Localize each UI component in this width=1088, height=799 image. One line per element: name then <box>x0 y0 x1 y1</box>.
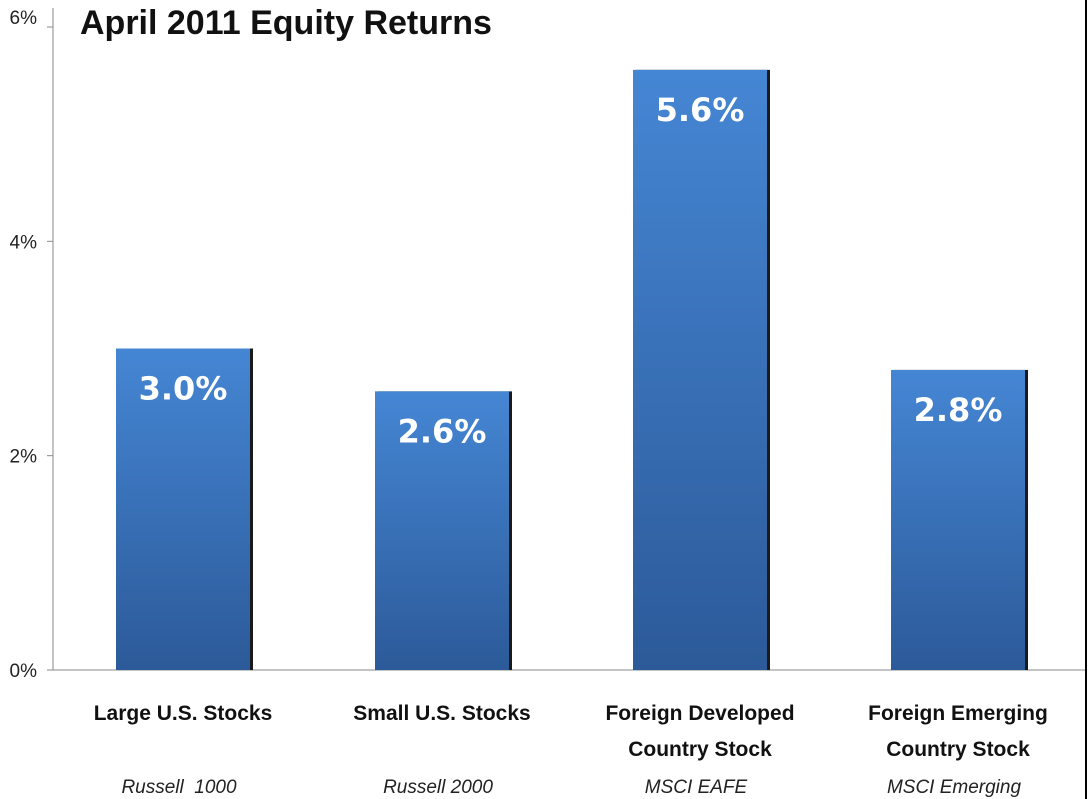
bar-value-label: 3.0% <box>139 370 228 408</box>
category-sub-label: MSCI EAFE <box>645 777 748 798</box>
category-label: Foreign Emerging <box>868 702 1048 725</box>
category-sub-label: Russell 1000 <box>121 777 237 798</box>
bar <box>633 69 767 670</box>
y-tick-label: 6% <box>10 8 38 29</box>
chart-title: April 2011 Equity Returns <box>80 4 492 42</box>
bar-value-label: 2.6% <box>398 412 487 450</box>
bar-value-label: 5.6% <box>656 91 745 129</box>
category-label: Country Stock <box>628 738 772 761</box>
y-axis-ticks: 0% 2% 4% 6% <box>10 8 53 682</box>
bar <box>891 369 1025 670</box>
category-sub-label: Russell 2000 <box>383 777 493 798</box>
category-label: Country Stock <box>886 738 1030 761</box>
category-label: Large U.S. Stocks <box>94 702 273 725</box>
category-label: Small U.S. Stocks <box>353 702 530 725</box>
bar <box>375 391 509 670</box>
y-tick-label: 4% <box>10 232 38 253</box>
bar-value-label: 2.8% <box>914 391 1003 429</box>
y-tick-label: 2% <box>10 447 38 468</box>
y-tick-label: 0% <box>10 661 38 682</box>
category-label: Foreign Developed <box>605 702 794 725</box>
category-sub-label: MSCI Emerging <box>887 777 1022 798</box>
bars-group: 3.0% 2.6% 5.6% 2.8% <box>116 69 1028 670</box>
category-labels: Large U.S. Stocks Russell 1000 Small U.S. … <box>94 702 1048 798</box>
bar <box>116 348 250 670</box>
